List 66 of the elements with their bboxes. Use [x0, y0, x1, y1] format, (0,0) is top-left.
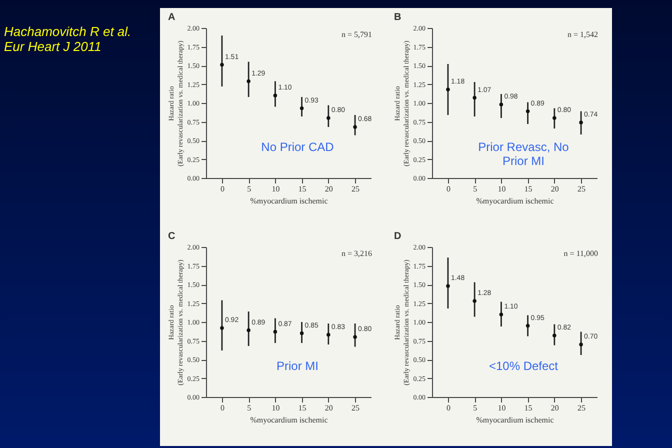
- x-tick-label: 5: [247, 404, 252, 412]
- point: [353, 125, 357, 129]
- point: [499, 312, 504, 316]
- x-tick-label: 10: [498, 404, 506, 412]
- annotation: <10% Defect: [488, 359, 560, 373]
- annotation: n = 3,216: [341, 249, 372, 258]
- x-tick-label: 15: [298, 184, 306, 194]
- point: [273, 94, 278, 98]
- chart-title: C: [168, 231, 176, 242]
- point: [446, 88, 450, 92]
- x-tick-label: 25: [352, 184, 360, 194]
- annotation: n = 1,542: [567, 30, 598, 39]
- x-tick-label: 25: [578, 404, 586, 412]
- point: [300, 331, 304, 336]
- x-axis-title: %myocardium ischemic: [476, 196, 554, 206]
- x-tick-label: 5: [473, 184, 478, 194]
- x-tick-label: 0: [220, 184, 224, 194]
- point: [526, 324, 530, 328]
- point: [526, 109, 530, 114]
- annotation: Prior Revasc, No Prior MI: [477, 140, 570, 168]
- x-tick-label: 10: [498, 184, 506, 194]
- point: [472, 96, 476, 100]
- x-tick-label: 5: [247, 184, 252, 194]
- point: [220, 62, 224, 67]
- text: Eur Heart J 2011: [4, 39, 102, 54]
- chart-title: B: [394, 12, 402, 23]
- x-tick-label: 20: [550, 184, 559, 194]
- x-tick-label: 15: [524, 184, 532, 194]
- x-tick-label: 25: [352, 404, 360, 412]
- point: [579, 120, 583, 124]
- x-tick-label: 10: [272, 184, 280, 194]
- x-axis-title: %myocardium ischemic: [250, 416, 328, 424]
- x-axis-title: %myocardium ischemic: [476, 416, 554, 424]
- point: [552, 334, 556, 338]
- text: Hachamovitch R et al.: [4, 24, 132, 39]
- point: [246, 79, 250, 84]
- x-tick-label: 20: [324, 404, 333, 412]
- x-tick-label: 0: [220, 404, 224, 412]
- annotation: n = 5,791: [341, 30, 372, 39]
- point: [353, 335, 357, 339]
- annotation: Prior MI: [276, 359, 320, 373]
- point: [246, 328, 250, 332]
- chart-title: A: [168, 12, 176, 23]
- x-tick-label: 15: [298, 404, 306, 412]
- x-tick-label: 20: [324, 184, 333, 194]
- x-tick-label: 0: [446, 184, 450, 194]
- annotation: n = 11,000: [564, 249, 598, 258]
- point: [472, 299, 476, 303]
- x-tick-label: 0: [446, 404, 450, 412]
- point: [446, 284, 450, 288]
- chart-title: D: [394, 231, 402, 242]
- point: [326, 116, 330, 120]
- point: [273, 330, 278, 334]
- x-axis-title: %myocardium ischemic: [250, 196, 328, 206]
- annotation: No Prior CAD: [260, 140, 335, 154]
- point: [300, 106, 304, 110]
- point: [220, 326, 224, 330]
- point: [499, 102, 504, 106]
- x-tick-label: 5: [473, 404, 478, 412]
- point: [552, 116, 556, 120]
- point: [579, 342, 583, 346]
- x-tick-label: 10: [272, 404, 280, 412]
- x-tick-label: 15: [524, 404, 532, 412]
- point: [326, 332, 330, 337]
- x-tick-label: 25: [578, 184, 586, 194]
- x-tick-label: 20: [550, 404, 559, 412]
